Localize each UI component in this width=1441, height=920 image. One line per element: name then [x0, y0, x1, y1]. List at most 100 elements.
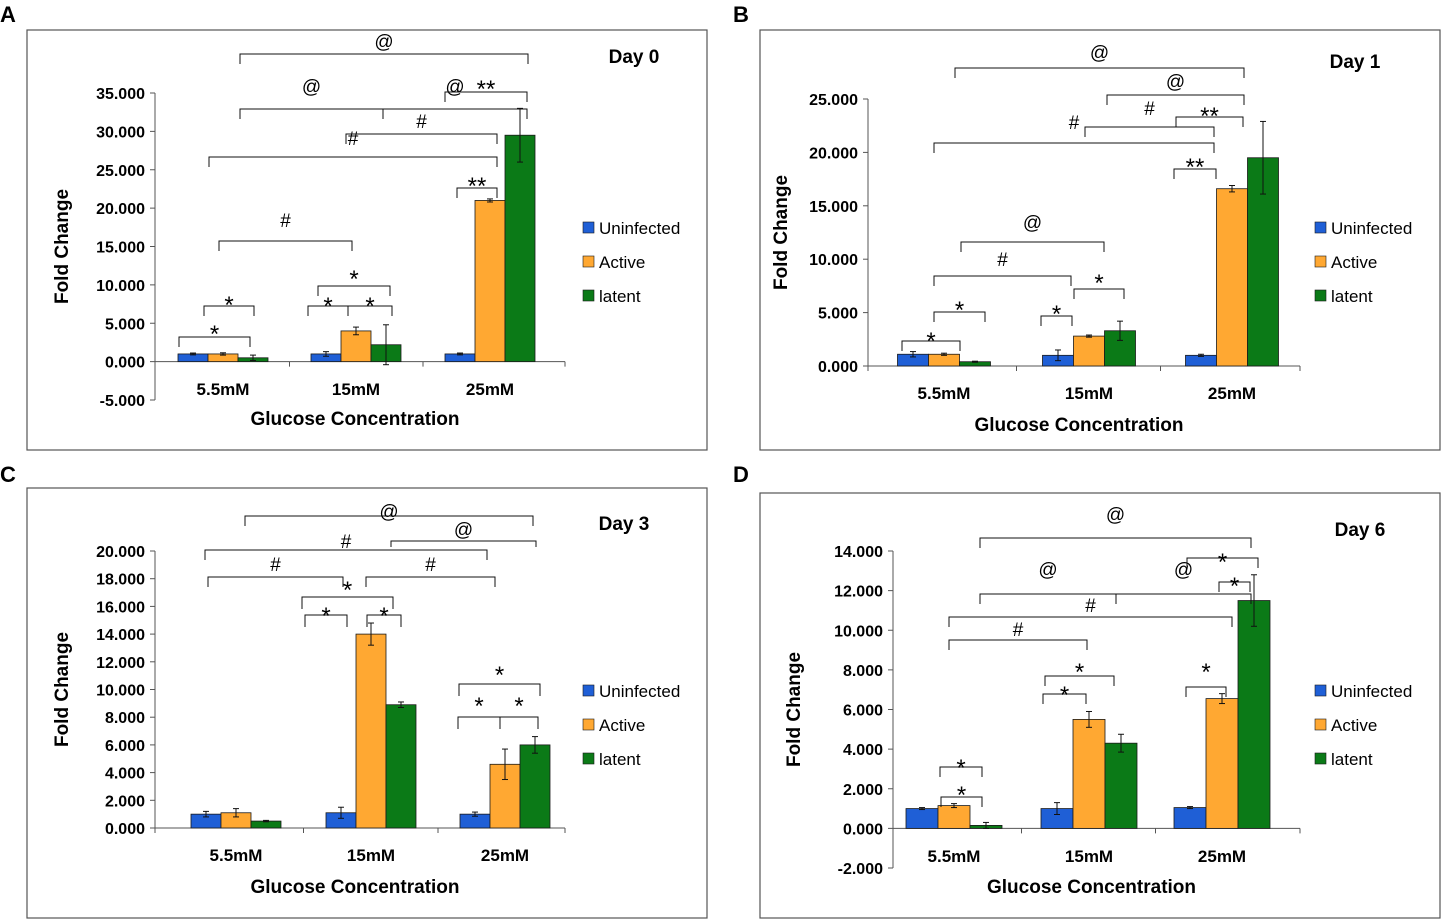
bar-latent-2	[1237, 600, 1271, 829]
significance-label: *	[210, 321, 219, 348]
y-axis-title: Fold Change	[52, 632, 73, 747]
y-tick-label: 20.000	[809, 145, 858, 162]
significance-label: *	[1094, 270, 1103, 297]
legend-swatch-uninfected	[1314, 221, 1327, 234]
significance-bracket	[345, 133, 498, 144]
legend-swatch-uninfected	[582, 684, 595, 697]
panel-label: C	[0, 462, 16, 487]
bar-active-1	[1072, 719, 1106, 829]
legend-label-latent: latent	[599, 287, 641, 306]
chart-title: Day 1	[1330, 52, 1381, 73]
x-category-label: 5.5mM	[197, 380, 250, 399]
legend-swatch-uninfected	[1314, 684, 1327, 697]
y-tick-label: 18.000	[96, 572, 145, 589]
y-tick-label: 0.000	[818, 359, 858, 376]
y-tick-label: 4.000	[105, 766, 145, 783]
legend-label-uninfected: Uninfected	[599, 219, 680, 238]
significance-bracket	[390, 540, 537, 547]
significance-bracket	[304, 614, 348, 627]
significance-bracket	[456, 187, 498, 198]
bar-latent-2	[504, 134, 536, 363]
bar-active-1	[355, 633, 387, 829]
legend-swatch-latent	[582, 752, 595, 765]
significance-label: @	[1023, 213, 1042, 234]
significance-label: *	[1075, 659, 1084, 686]
panel-a: A Day 0 35.000 30.000 25.000 20.000 15.000 10.0…	[0, 2, 708, 451]
significance-bracket	[954, 67, 1245, 78]
bar-latent-2	[519, 744, 551, 829]
y-tick-label: 5.000	[105, 316, 145, 333]
y-tick-label: 12.000	[96, 655, 145, 672]
significance-bracket	[204, 549, 488, 560]
x-category-label: 25mM	[481, 846, 529, 865]
significance-bracket	[901, 340, 961, 351]
significance-label: *	[957, 782, 966, 809]
significance-bracket	[244, 515, 534, 526]
significance-bracket	[948, 616, 1233, 627]
significance-bracket	[933, 311, 986, 322]
significance-bracket	[203, 305, 255, 316]
significance-bracket	[382, 108, 528, 119]
panel-label: D	[733, 462, 749, 487]
significance-label: #	[1069, 113, 1080, 134]
x-axis-title: Glucose Concentration	[987, 877, 1196, 898]
significance-label: #	[270, 555, 281, 576]
significance-bracket	[1084, 126, 1215, 137]
significance-label: @	[1090, 43, 1109, 64]
significance-bracket	[317, 285, 391, 296]
x-axis-title: Glucose Concentration	[974, 415, 1183, 436]
significance-bracket	[499, 716, 539, 729]
y-tick-label: 30.000	[96, 124, 145, 141]
significance-bracket	[301, 596, 394, 609]
significance-label: *	[224, 292, 233, 319]
significance-label: #	[1085, 596, 1096, 617]
y-tick-label: 4.000	[843, 742, 883, 759]
y-tick-label: 2.000	[105, 793, 145, 810]
y-tick-label: 10.000	[834, 623, 883, 640]
panel-frame	[759, 29, 1441, 451]
y-tick-label: 8.000	[105, 710, 145, 727]
bar-latent-1	[1104, 742, 1138, 829]
legend-swatch-active	[582, 255, 595, 268]
legend-swatch-active	[1314, 718, 1327, 731]
y-tick-label: 0.000	[105, 821, 145, 838]
significance-label: *	[379, 603, 388, 630]
significance-label: **	[1186, 154, 1205, 181]
significance-label: @	[445, 77, 464, 98]
significance-label: #	[348, 129, 359, 150]
significance-label: *	[365, 293, 374, 320]
y-tick-label: 6.000	[105, 738, 145, 755]
legend-label-active: Active	[1331, 253, 1377, 272]
significance-label: #	[1013, 620, 1024, 641]
significance-bracket	[948, 639, 1088, 650]
significance-label: *	[1060, 682, 1069, 709]
x-category-label: 25mM	[1198, 847, 1246, 866]
significance-label: *	[474, 693, 483, 720]
y-tick-label: 14.000	[834, 544, 883, 561]
y-tick-label: 12.000	[834, 584, 883, 601]
x-category-label: 5.5mM	[918, 384, 971, 403]
significance-bracket	[1073, 288, 1125, 299]
x-category-label: 25mM	[466, 380, 514, 399]
significance-label: @	[454, 520, 473, 541]
bar-latent-1	[385, 704, 417, 829]
significance-label: #	[425, 555, 436, 576]
y-tick-label: 25.000	[96, 163, 145, 180]
significance-label: *	[1201, 659, 1210, 686]
bar-uninfected-2	[1173, 807, 1207, 829]
significance-bracket	[939, 766, 983, 777]
bar-active-2	[474, 200, 506, 363]
legend-label-active: Active	[599, 253, 645, 272]
x-category-label: 5.5mM	[928, 847, 981, 866]
significance-bracket	[1173, 168, 1217, 179]
y-tick-label: 2.000	[843, 782, 883, 799]
panel-c: C Day 3 20.000 18.000 16.000 14.000 12.000 10.0…	[0, 462, 708, 919]
legend-swatch-latent	[1314, 752, 1327, 765]
y-tick-label: 0.000	[843, 821, 883, 838]
significance-label: *	[514, 693, 523, 720]
significance-label: **	[1200, 103, 1219, 130]
significance-label: @	[374, 32, 393, 53]
significance-label: *	[321, 603, 330, 630]
bar-uninfected-2	[1185, 354, 1217, 367]
